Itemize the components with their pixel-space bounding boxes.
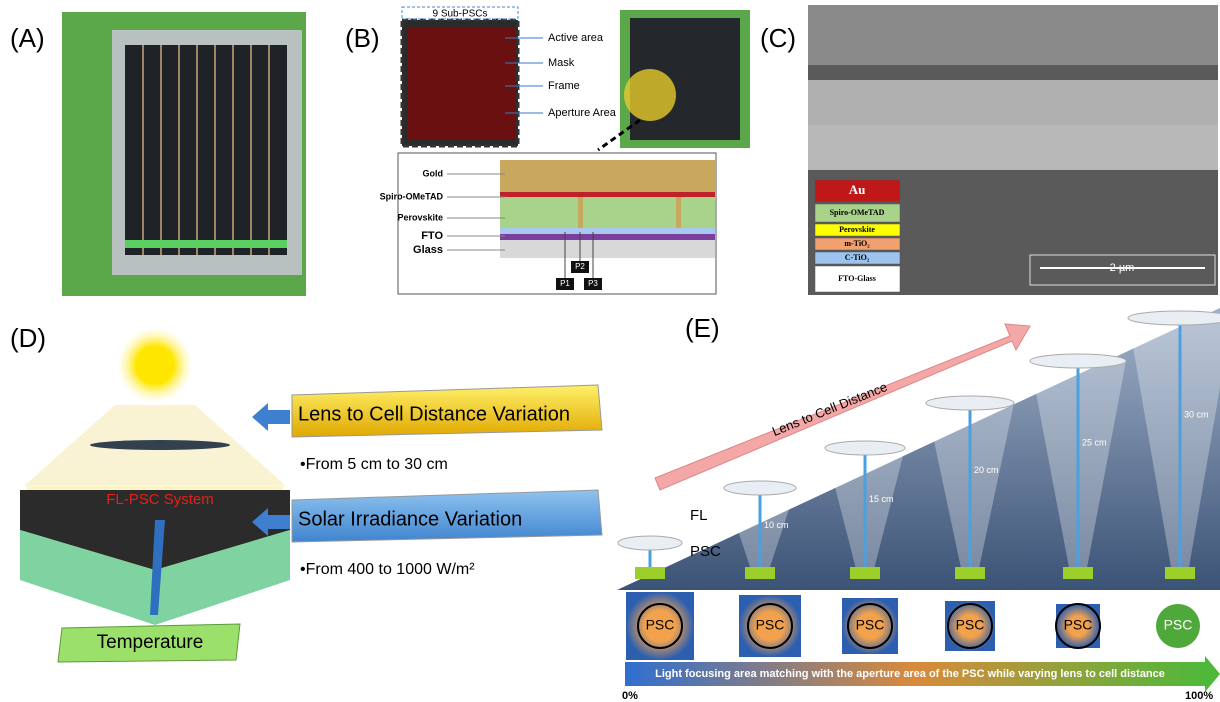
spot-label: PSC (756, 617, 785, 633)
lens (1128, 311, 1220, 325)
lens (724, 481, 796, 495)
layer-label: Spiro-OMeTAD (380, 191, 444, 201)
distance-label: 5 cm (654, 556, 674, 566)
distance-label: 25 cm (1082, 438, 1107, 448)
sub-cell (456, 27, 467, 139)
distance-label: 15 cm (869, 494, 894, 504)
arrow-label: Lens to Cell Distance (770, 379, 890, 439)
system-label: FL-PSC System (106, 491, 214, 508)
panel-label: (B) (345, 23, 380, 53)
legend: Au Spiro-OMeTAD Perovskite m-TiO₂ C-TiO₂ FTO-… (815, 180, 900, 292)
distance-label: 20 cm (974, 465, 999, 475)
layer-label: Gold (423, 168, 444, 178)
scribe-label: P3 (588, 279, 598, 288)
layer-perovskite (500, 197, 715, 228)
layer-label: FTO (421, 230, 443, 242)
legend-label: C-TiO₂ (845, 253, 870, 262)
cell-label: PSC (690, 543, 721, 560)
callout: Aperture Area (548, 107, 617, 119)
sub-cell (504, 27, 515, 139)
variations: Lens to Cell Distance Variation •From 5 c… (252, 385, 602, 578)
spots: PSC PSC PSC PSC PSC PSC (626, 592, 1200, 660)
spot-label: PSC (1164, 617, 1193, 633)
sub-cell (492, 27, 503, 139)
sub-cell (468, 27, 479, 139)
callouts: Active area Mask Frame Aperture Area (505, 32, 617, 119)
sub-cell (480, 27, 491, 139)
legend-label: Au (849, 182, 866, 197)
layer-fto-scribed (500, 234, 715, 240)
layer-label: Perovskite (397, 212, 443, 222)
distance-label: 30 cm (1184, 410, 1209, 420)
layer-fto (500, 228, 715, 234)
layer-gold (500, 160, 715, 192)
variation-detail: •From 5 cm to 30 cm (300, 456, 448, 473)
sem-perovskite (808, 80, 1218, 125)
variation-title: Lens to Cell Distance Variation (298, 403, 570, 425)
bar-start: 0% (622, 690, 638, 702)
lens-label: FL (690, 507, 708, 524)
legend-label: m-TiO₂ (844, 239, 870, 248)
sun (117, 327, 193, 403)
cell (635, 567, 665, 579)
output-label: Temperature (97, 632, 204, 653)
sub-cell (408, 27, 419, 139)
variation-title: Solar Irradiance Variation (298, 508, 522, 530)
cell (1063, 567, 1093, 579)
spot-label: PSC (956, 617, 985, 633)
lens (825, 441, 905, 455)
legend-label: Spiro-OMeTAD (830, 208, 885, 217)
distance-label: 10 cm (764, 520, 789, 530)
layer-glass (500, 240, 715, 258)
spot-label: PSC (1064, 617, 1093, 633)
sub-cell (432, 27, 443, 139)
figure: (A) (B) 9 Sub-PSCs Active areaMaskFrameA… (0, 0, 1220, 702)
legend-label: FTO-Glass (838, 274, 876, 283)
bar-text: Light focusing area matching with the ap… (655, 668, 1165, 680)
bar-end: 100% (1185, 690, 1213, 702)
panel-label: (D) (10, 323, 46, 353)
cell (745, 567, 775, 579)
sem-mtio2 (808, 125, 1218, 170)
panel-label: (A) (10, 23, 45, 53)
callout: Mask (548, 57, 575, 69)
scribe-label: P2 (575, 262, 585, 271)
edge (125, 240, 287, 248)
sem-top (808, 5, 1218, 65)
panel-label: (C) (760, 23, 796, 53)
bar-head (1205, 656, 1220, 692)
panel-label: (E) (685, 313, 720, 343)
cell (850, 567, 880, 579)
scribe (676, 197, 681, 228)
cell (1165, 567, 1195, 579)
zoom-spot (624, 69, 676, 121)
callout: Frame (548, 80, 580, 92)
scribe (578, 197, 583, 228)
cell (955, 567, 985, 579)
lens (618, 536, 682, 550)
module-cell (125, 45, 287, 255)
scribe-label: P1 (560, 279, 570, 288)
scale-label: 2 µm (1110, 262, 1135, 274)
module-title: 9 Sub-PSCs (432, 9, 487, 20)
lens (1030, 354, 1126, 368)
spot-label: PSC (856, 617, 885, 633)
strips (408, 27, 515, 139)
sub-cell (444, 27, 455, 139)
spot-label: PSC (646, 617, 675, 633)
legend-label: Perovskite (839, 225, 875, 234)
lens (926, 396, 1014, 410)
lens (90, 440, 230, 450)
pointer-arrow (252, 403, 290, 431)
layer-spiro (500, 192, 715, 197)
variation-detail: •From 400 to 1000 W/m² (300, 561, 475, 578)
callout: Active area (548, 32, 604, 44)
layer-label: Glass (413, 244, 443, 256)
sub-cell (420, 27, 431, 139)
